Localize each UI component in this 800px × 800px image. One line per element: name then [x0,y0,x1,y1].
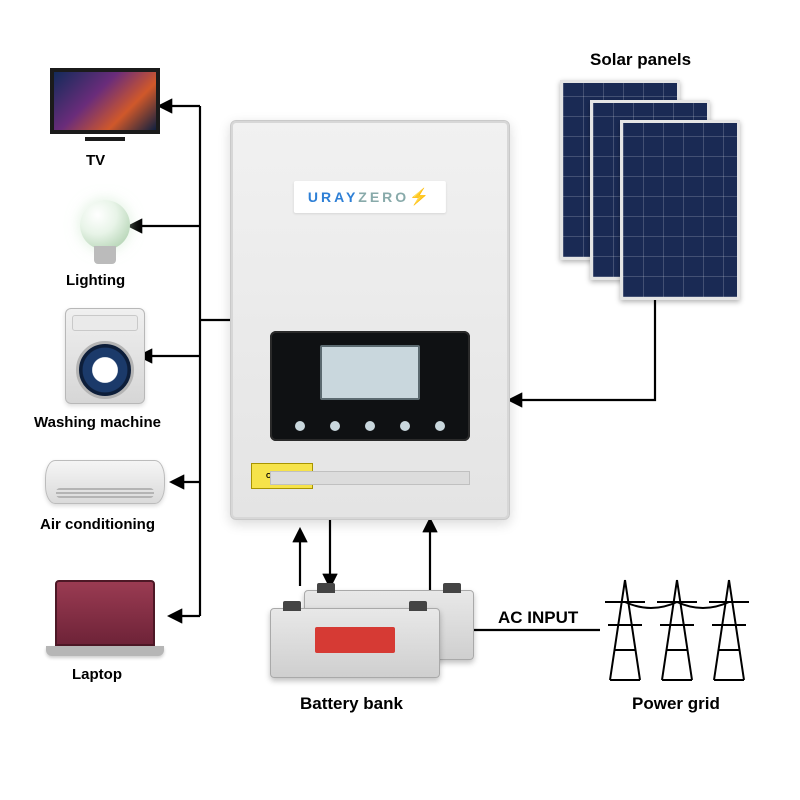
solar-system-diagram: URAYZERO⚡ CAUTION Solar panels Battery b… [0,0,800,800]
label-ac: Air conditioning [40,516,155,533]
wire-solar-to-inverter [510,300,655,400]
label-laptop: Laptop [72,666,122,683]
label-lighting: Lighting [66,272,125,289]
solar-panel-icon [620,120,740,300]
bolt-icon: ⚡ [409,189,432,206]
tv-icon [40,68,170,141]
label-tv: TV [86,152,105,169]
laptop-icon [40,580,170,656]
battery-icon [270,608,440,678]
lighting-icon [40,200,170,250]
power-grid-icon [595,560,765,700]
inverter-vent [270,471,470,485]
solar-panels [560,80,750,280]
label-ac-input: AC INPUT [498,608,578,628]
inverter-unit: URAYZERO⚡ CAUTION [230,120,510,520]
label-washing: Washing machine [34,414,161,431]
label-grid: Power grid [632,694,720,714]
label-solar: Solar panels [590,50,691,70]
label-battery: Battery bank [300,694,403,714]
inverter-buttons [270,421,470,431]
brand-part2: ZERO [358,189,409,205]
brand-part1: URAY [308,189,358,205]
battery-bank [270,590,480,690]
inverter-lcd [320,345,420,400]
inverter-control-panel [270,331,470,441]
airconditioner-icon [40,460,170,504]
washer-icon [40,308,170,404]
inverter-brand: URAYZERO⚡ [294,181,446,213]
